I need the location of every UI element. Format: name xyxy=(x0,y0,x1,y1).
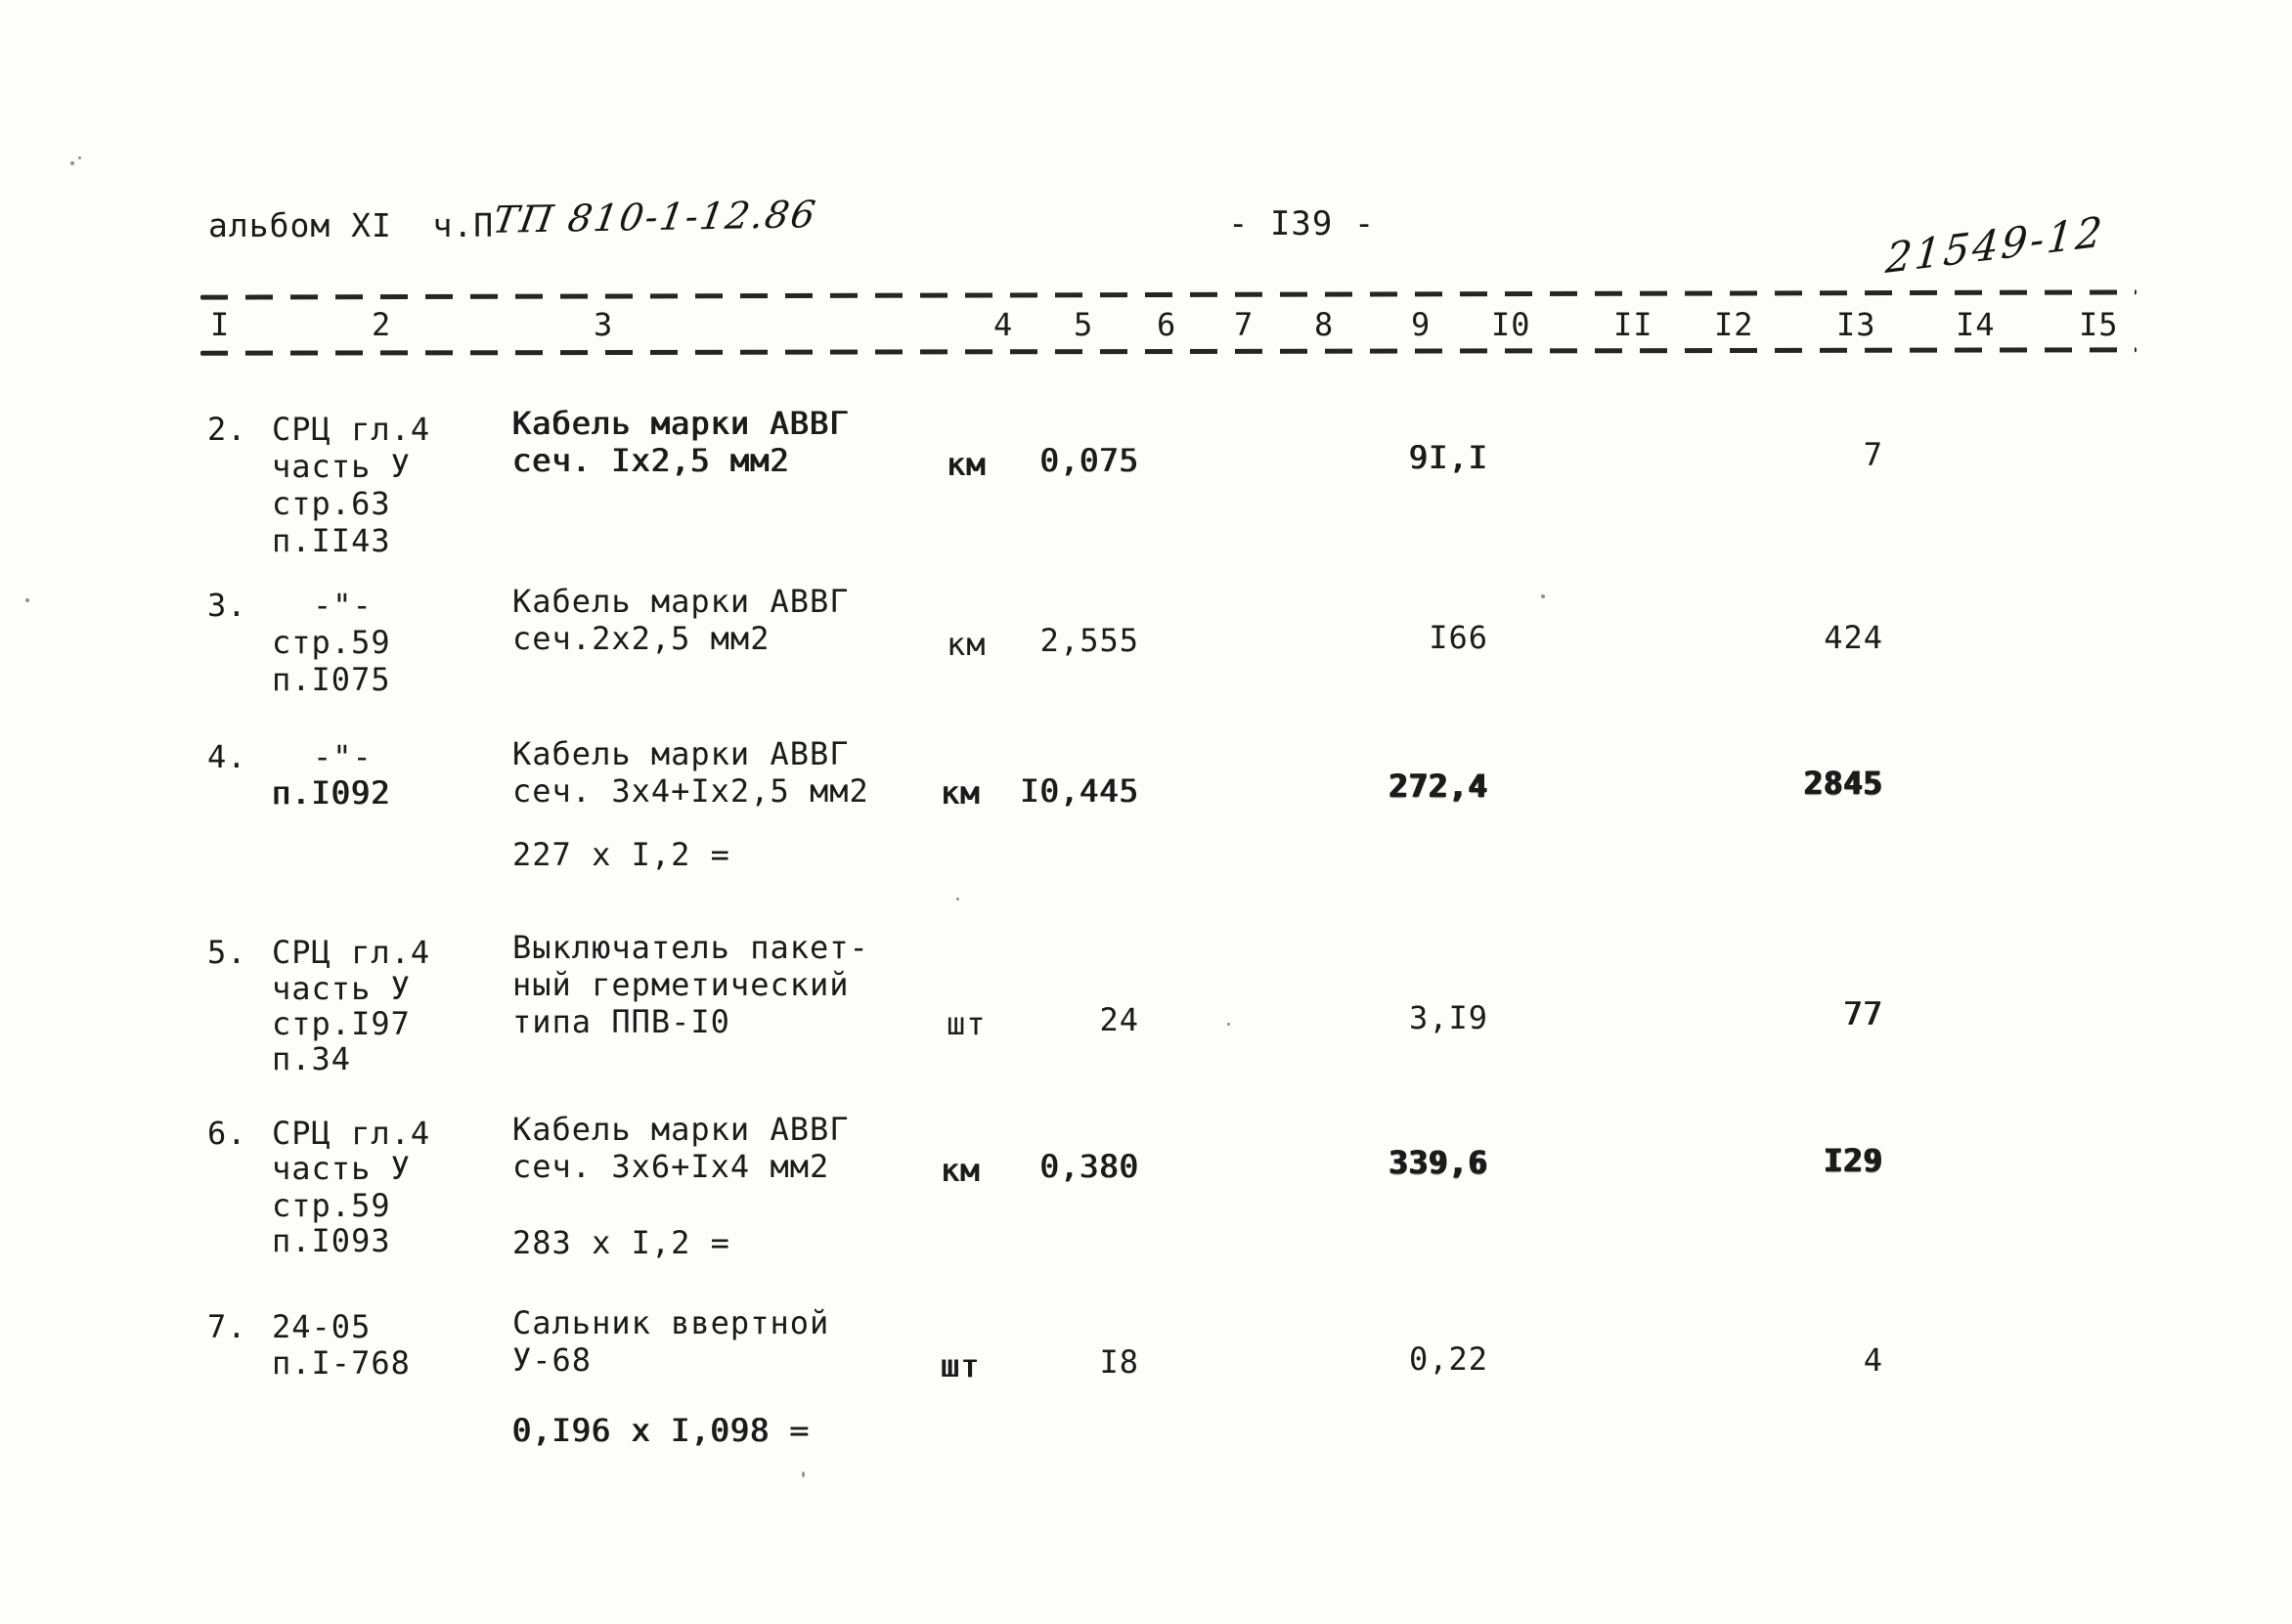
scan-speck xyxy=(802,1471,805,1477)
column-number-3: 3 xyxy=(594,306,614,343)
column-number-4: 4 xyxy=(993,306,1014,343)
ref-line: -"- xyxy=(313,587,373,624)
column-number-8: 8 xyxy=(1314,306,1335,343)
desc-line: типа ППВ-I0 xyxy=(512,1003,730,1040)
ref-line: п.II43 xyxy=(272,522,391,559)
total-cell: 77 xyxy=(1843,995,1883,1032)
page-number: - I39 - xyxy=(1228,204,1376,243)
row-number: 4. xyxy=(207,738,247,775)
unit-cell: км xyxy=(941,1152,981,1189)
desc-line: Сальник ввертной xyxy=(512,1304,830,1341)
desc-line: сеч.2х2,5 мм2 xyxy=(512,620,771,657)
table-border-top-dashed xyxy=(199,289,2138,300)
ref-line: п.I075 xyxy=(272,661,391,698)
ref-line: стр.I97 xyxy=(272,1005,411,1042)
desc-line: У-68 xyxy=(512,1341,593,1379)
ref-line: п.34 xyxy=(272,1040,352,1077)
unit-cell: км xyxy=(941,774,981,812)
scan-speck xyxy=(1541,594,1545,598)
ref-line: часть У xyxy=(272,1150,411,1187)
unit-cell: км xyxy=(947,626,987,663)
ref-line: 24-05 xyxy=(272,1308,372,1345)
unit-cell: км xyxy=(947,446,987,483)
handwritten-sheet-number: 21549-12 xyxy=(1883,206,2107,284)
column-number-11: II xyxy=(1613,306,1653,343)
scan-speck xyxy=(1227,1023,1230,1026)
column-number-5: 5 xyxy=(1074,306,1094,343)
price-cell: I66 xyxy=(1429,619,1488,656)
qty-cell: 0,075 xyxy=(1039,442,1139,479)
row-number: 3. xyxy=(207,587,247,624)
desc-line: сеч. 3х6+Iх4 мм2 xyxy=(512,1148,830,1185)
project-code: ТП 810-1-12.86 xyxy=(490,193,820,241)
desc-line: сеч. 3х4+Iх2,5 мм2 xyxy=(512,772,869,810)
album-title: альбом XI ч.П xyxy=(208,206,495,244)
unit-cell: шт xyxy=(947,1005,987,1042)
column-number-6: 6 xyxy=(1157,306,1177,343)
scan-speck xyxy=(25,598,29,602)
unit-cell: шт xyxy=(941,1347,981,1384)
ref-line: СРЦ гл.4 xyxy=(272,1115,431,1152)
calc-note: 0,I96 х I,098 = xyxy=(512,1412,810,1449)
row-number: 6. xyxy=(207,1115,247,1152)
column-number-1: I xyxy=(210,306,231,343)
ref-line: п.I092 xyxy=(272,774,391,812)
row-number: 7. xyxy=(207,1308,247,1345)
column-number-14: I4 xyxy=(1956,306,1996,343)
calc-note: 227 х I,2 = xyxy=(512,836,730,873)
ref-line: СРЦ гл.4 xyxy=(272,411,431,448)
column-number-9: 9 xyxy=(1411,306,1432,343)
column-number-13: I3 xyxy=(1836,306,1876,343)
qty-cell: I8 xyxy=(1099,1343,1139,1381)
price-cell: 0,22 xyxy=(1408,1340,1488,1378)
total-cell: 424 xyxy=(1824,619,1883,656)
row-number: 5. xyxy=(207,934,247,971)
desc-line: ный герметический xyxy=(512,966,850,1003)
total-cell: 2845 xyxy=(1803,765,1883,802)
calc-note: 283 х I,2 = xyxy=(512,1224,730,1261)
scan-speck xyxy=(956,898,959,900)
price-cell: 3,I9 xyxy=(1408,999,1488,1036)
scan-speck xyxy=(70,161,74,165)
qty-cell: 2,555 xyxy=(1039,622,1139,659)
table-border-bottom-dashed xyxy=(199,347,2138,356)
qty-cell: 0,380 xyxy=(1039,1148,1139,1185)
desc-line: Кабель марки АВВГ xyxy=(512,405,850,442)
desc-line: Выключатель пакет- xyxy=(512,929,869,966)
ref-line: часть У xyxy=(272,448,411,485)
desc-line: сеч. Iх2,5 мм2 xyxy=(512,442,790,479)
ref-line: стр.59 xyxy=(272,624,391,661)
column-number-15: I5 xyxy=(2079,306,2119,343)
price-cell: 272,4 xyxy=(1388,768,1488,805)
scan-speck xyxy=(78,156,81,159)
ref-line: СРЦ гл.4 xyxy=(272,934,431,971)
column-number-7: 7 xyxy=(1234,306,1255,343)
ref-line: стр.63 xyxy=(272,485,391,522)
row-number: 2. xyxy=(207,411,247,448)
ref-line: стр.59 xyxy=(272,1187,391,1224)
desc-line: Кабель марки АВВГ xyxy=(512,583,850,620)
qty-cell: 24 xyxy=(1099,1001,1139,1038)
price-cell: 9I,I xyxy=(1408,439,1488,476)
desc-line: Кабель марки АВВГ xyxy=(512,735,850,772)
qty-cell: I0,445 xyxy=(1020,772,1139,810)
total-cell: I29 xyxy=(1824,1142,1883,1179)
total-cell: 4 xyxy=(1863,1341,1883,1379)
total-cell: 7 xyxy=(1863,436,1883,473)
column-number-2: 2 xyxy=(372,306,392,343)
ref-line: -"- xyxy=(313,738,373,775)
ref-line: п.I-768 xyxy=(272,1344,411,1382)
ref-line: п.I093 xyxy=(272,1222,391,1259)
price-cell: 339,6 xyxy=(1388,1144,1488,1181)
column-number-10: I0 xyxy=(1491,306,1531,343)
ref-line: часть У xyxy=(272,970,411,1007)
desc-line: Кабель марки АВВГ xyxy=(512,1111,850,1148)
column-number-12: I2 xyxy=(1714,306,1754,343)
